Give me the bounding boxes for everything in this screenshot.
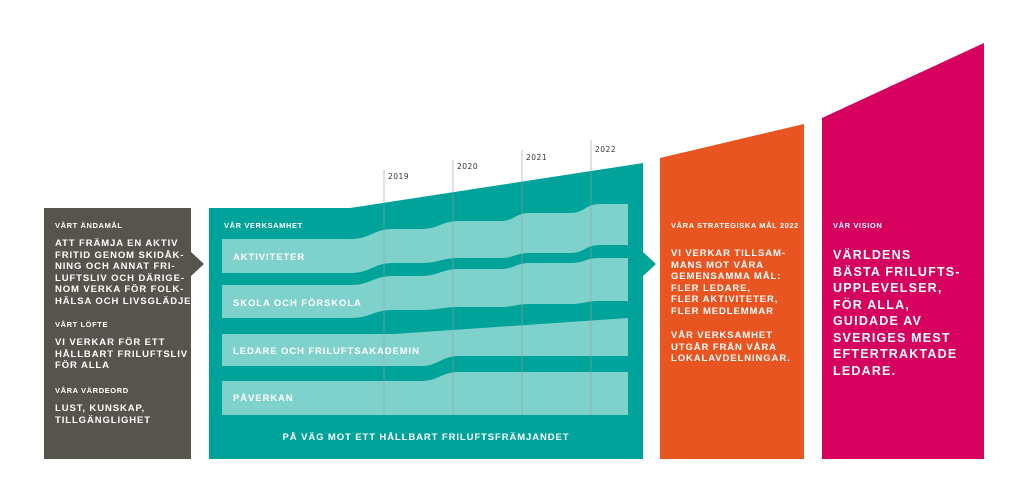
lane-ledare-bar: [222, 318, 628, 366]
lane-skola-bar: [222, 258, 628, 318]
mal-box: [660, 124, 804, 459]
verksamhet-heading: VÅR VERKSAMHET: [224, 221, 303, 230]
andamal-text: ATT FRÄMJA EN AKTIV FRITID GENOM SKIDÅK-…: [55, 238, 192, 307]
year-2020: 2020: [457, 162, 479, 171]
lane-paverkan-label: PÅVERKAN: [233, 393, 294, 404]
verksamhet-footer: PÅ VÄG MOT ETT HÅLLBART FRILUFTSFRÄMJAND…: [282, 432, 570, 443]
lofte-heading: VÅRT LÖFTE: [55, 320, 109, 329]
mal-text-local: VÅR VERKSAMHET UTGÅR FRÅN VÅRA LOKALAVDE…: [671, 330, 791, 364]
andamal-box: [44, 208, 204, 459]
year-2021: 2021: [526, 153, 548, 162]
vision-box: [822, 43, 984, 459]
andamal-heading: VÅRT ÄNDAMÅL: [55, 221, 123, 230]
lane-aktiviteter-label: AKTIVITETER: [233, 252, 306, 263]
vision-heading: VÅR VISION: [833, 221, 883, 230]
mal-heading: VÅRA STRATEGISKA MÅL 2022: [671, 221, 799, 230]
year-2019: 2019: [388, 172, 410, 181]
vision-text: VÄRLDENS BÄSTA FRILUFTS- UPPLEVELSER, FÖ…: [833, 248, 961, 378]
mal-text-goals: VI VERKAR TILLSAM- MANS MOT VÅRA GEMENSA…: [671, 248, 786, 317]
vardeord-text: LUST, KUNSKAP, TILLGÄNGLIGHET: [55, 403, 151, 426]
lane-paverkan-bar: [222, 372, 628, 415]
lane-aktiviteter-bar: [222, 204, 628, 273]
lane-ledare-label: LEDARE OCH FRILUFTSAKADEMIN: [233, 346, 420, 357]
vardeord-heading: VÅRA VÄRDEORD: [55, 386, 129, 395]
lane-skola-label: SKOLA OCH FÖRSKOLA: [233, 298, 362, 309]
year-2022: 2022: [595, 145, 617, 154]
lofte-text: VI VERKAR FÖR ETT HÅLLBART FRILUFTSLIV F…: [55, 337, 189, 371]
